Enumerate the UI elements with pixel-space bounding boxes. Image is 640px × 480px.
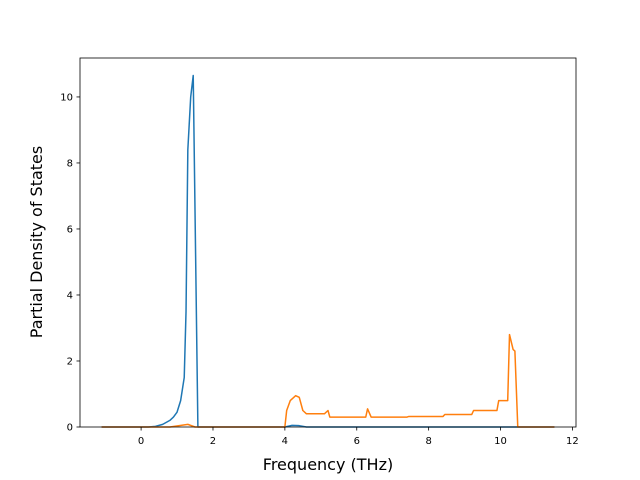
y-tick-label: 8 [67, 158, 73, 169]
x-axis-label: Frequency (THz) [263, 455, 393, 474]
y-tick-label: 4 [67, 290, 73, 301]
y-tick-label: 2 [67, 356, 73, 367]
x-tick-label: 2 [210, 436, 216, 447]
y-axis-label: Partial Density of States [27, 146, 46, 338]
data-line [101, 74, 555, 428]
y-tick-label: 0 [67, 423, 73, 434]
data-line [101, 333, 555, 428]
y-tick-label: 10 [60, 92, 73, 103]
axes-frame [79, 57, 577, 428]
x-tick-label: 0 [138, 436, 144, 447]
x-tick-label: 12 [566, 436, 579, 447]
x-tick-label: 10 [494, 436, 507, 447]
x-tick-label: 8 [425, 436, 431, 447]
y-tick-label: 6 [67, 224, 73, 235]
x-tick-label: 4 [282, 436, 288, 447]
x-tick-label: 6 [354, 436, 360, 447]
